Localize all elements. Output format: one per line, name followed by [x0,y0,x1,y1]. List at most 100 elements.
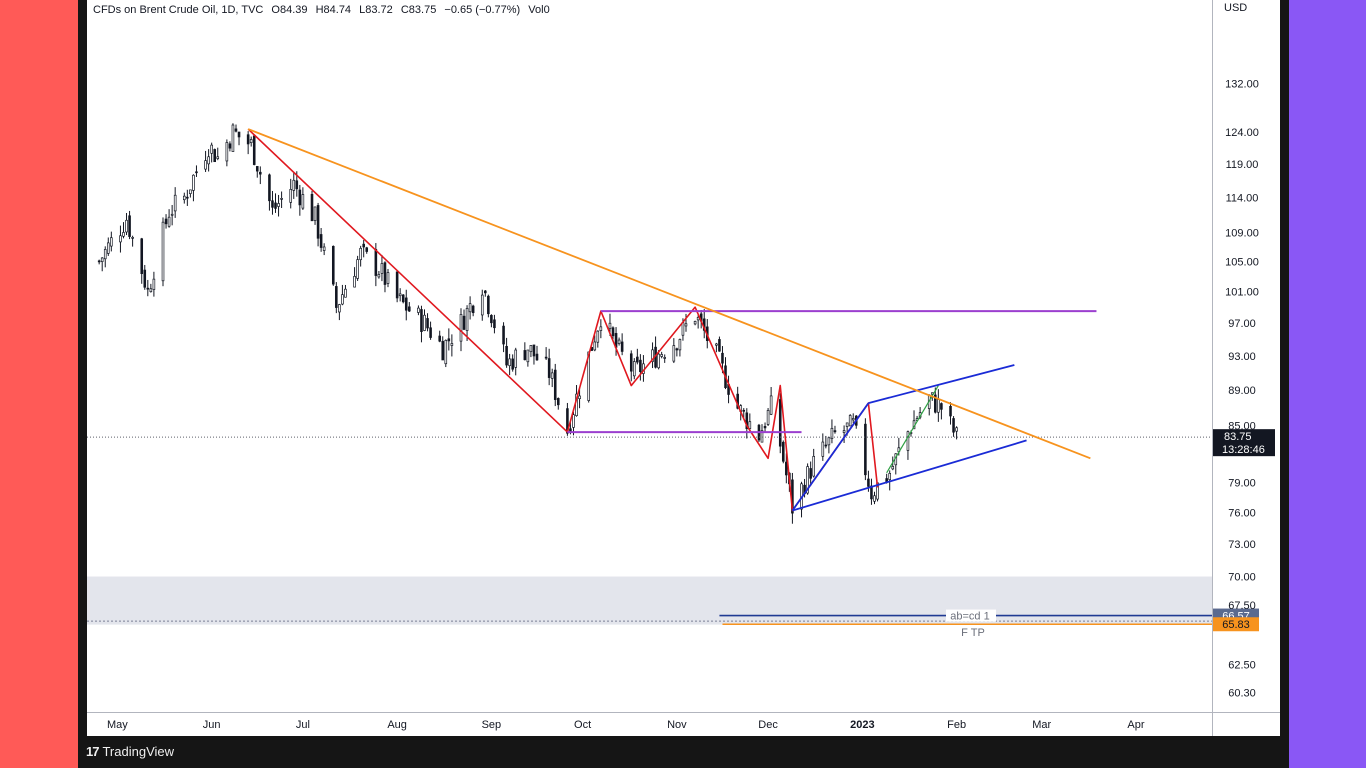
x-tick-label: Aug [387,719,407,731]
support-zone[interactable] [87,576,1212,625]
candle-body-down [246,134,250,145]
candle [718,336,721,352]
y-tick-label: 105.00 [1225,256,1259,268]
candle [335,282,338,314]
candle [195,165,198,177]
candle [502,322,505,353]
candle-body-down [252,135,256,165]
candle-body-down [629,353,633,372]
candle-body-down [511,358,514,370]
candle-body-up [277,203,280,207]
candle [487,294,490,318]
candle-body-down [143,269,147,288]
candle-body-up [672,345,676,362]
candle-body-down [547,358,551,378]
candle-body-up [842,430,846,433]
candle [450,334,454,357]
candle-body-up [450,343,454,346]
candle-body-up [873,495,876,502]
candle-body-up [827,437,831,446]
candle-body-down [778,399,782,447]
candle-body-up [514,349,518,368]
symbol-label[interactable]: CFDs on Brent Crude Oil, 1D, TVC [93,4,264,16]
candle-body-down [824,444,828,447]
candle [493,314,496,334]
candle-body-up [119,235,122,243]
candle-body-down [934,394,937,413]
candle [359,245,362,267]
candle-body-down [949,405,952,417]
descending-trendline[interactable] [247,128,1091,460]
candle [636,348,639,365]
candle [259,166,262,185]
candle-body-down [447,338,451,342]
zigzag-down-line[interactable] [247,128,568,433]
candle [556,397,560,410]
candle [696,315,700,329]
candle [216,147,220,161]
candle-body-down [362,243,365,248]
candle-body-down [535,353,539,361]
candle [167,209,171,228]
candle-body-up [587,351,590,401]
low-value: L83.72 [359,4,393,16]
candle [246,131,250,155]
candle [906,430,910,460]
channel-left-line[interactable] [791,402,870,512]
candle-body-up [657,353,660,369]
candle [362,240,365,258]
candle [106,237,110,256]
candle-body-up [122,232,125,237]
last-price-tag[interactable] [1213,429,1275,457]
candle [447,328,451,351]
candle-body-down [952,418,955,433]
candle [952,416,955,437]
candle-body-down [556,398,560,406]
chart-legend[interactable]: CFDs on Brent Crude Oil, 1D, TVC O84.39 … [93,4,555,16]
candle-body-up [651,349,654,362]
candle-body-up [131,237,134,239]
candle [146,279,150,297]
candle-body-down [611,327,615,337]
candle [268,173,271,211]
candle-body-up [359,247,362,261]
candle-body-down [864,423,867,476]
y-tick-label: 93.00 [1228,351,1256,363]
candle-body-down [502,325,505,345]
candle-body-up [599,326,603,331]
candle-body-up [152,278,156,290]
candle-body-down [404,297,408,311]
open-value: O84.39 [271,4,308,16]
candle [763,422,767,433]
candle-body-up [344,288,347,298]
candle [785,453,788,484]
candle-body-up [189,189,192,194]
candle [547,348,551,386]
candle-body-down [490,314,493,324]
candle-body-up [806,466,809,494]
candle-body-up [766,410,770,425]
time-axis[interactable] [87,712,1212,736]
candle [183,192,186,204]
candle [423,309,426,332]
candle [833,425,837,434]
candle-body-down [544,356,548,359]
channel-upper-line[interactable] [868,364,1015,404]
candle [313,206,317,225]
candle-body-down [742,409,746,412]
countdown-timer: 13:28:46 [1222,444,1265,456]
candle [213,148,216,163]
candle [231,123,235,152]
candle [760,424,764,443]
tradingview-logo[interactable]: 17 TradingView [86,744,174,759]
channel-lower-line[interactable] [792,439,1027,512]
x-tick-label: Jun [203,719,221,731]
green-trend-segment[interactable] [886,385,939,474]
candle-body-up [103,249,107,260]
candle [544,347,548,360]
candle-body-up [468,303,472,313]
candle [490,314,493,328]
candle-body-down [523,350,527,361]
candle-body-up [663,357,666,359]
